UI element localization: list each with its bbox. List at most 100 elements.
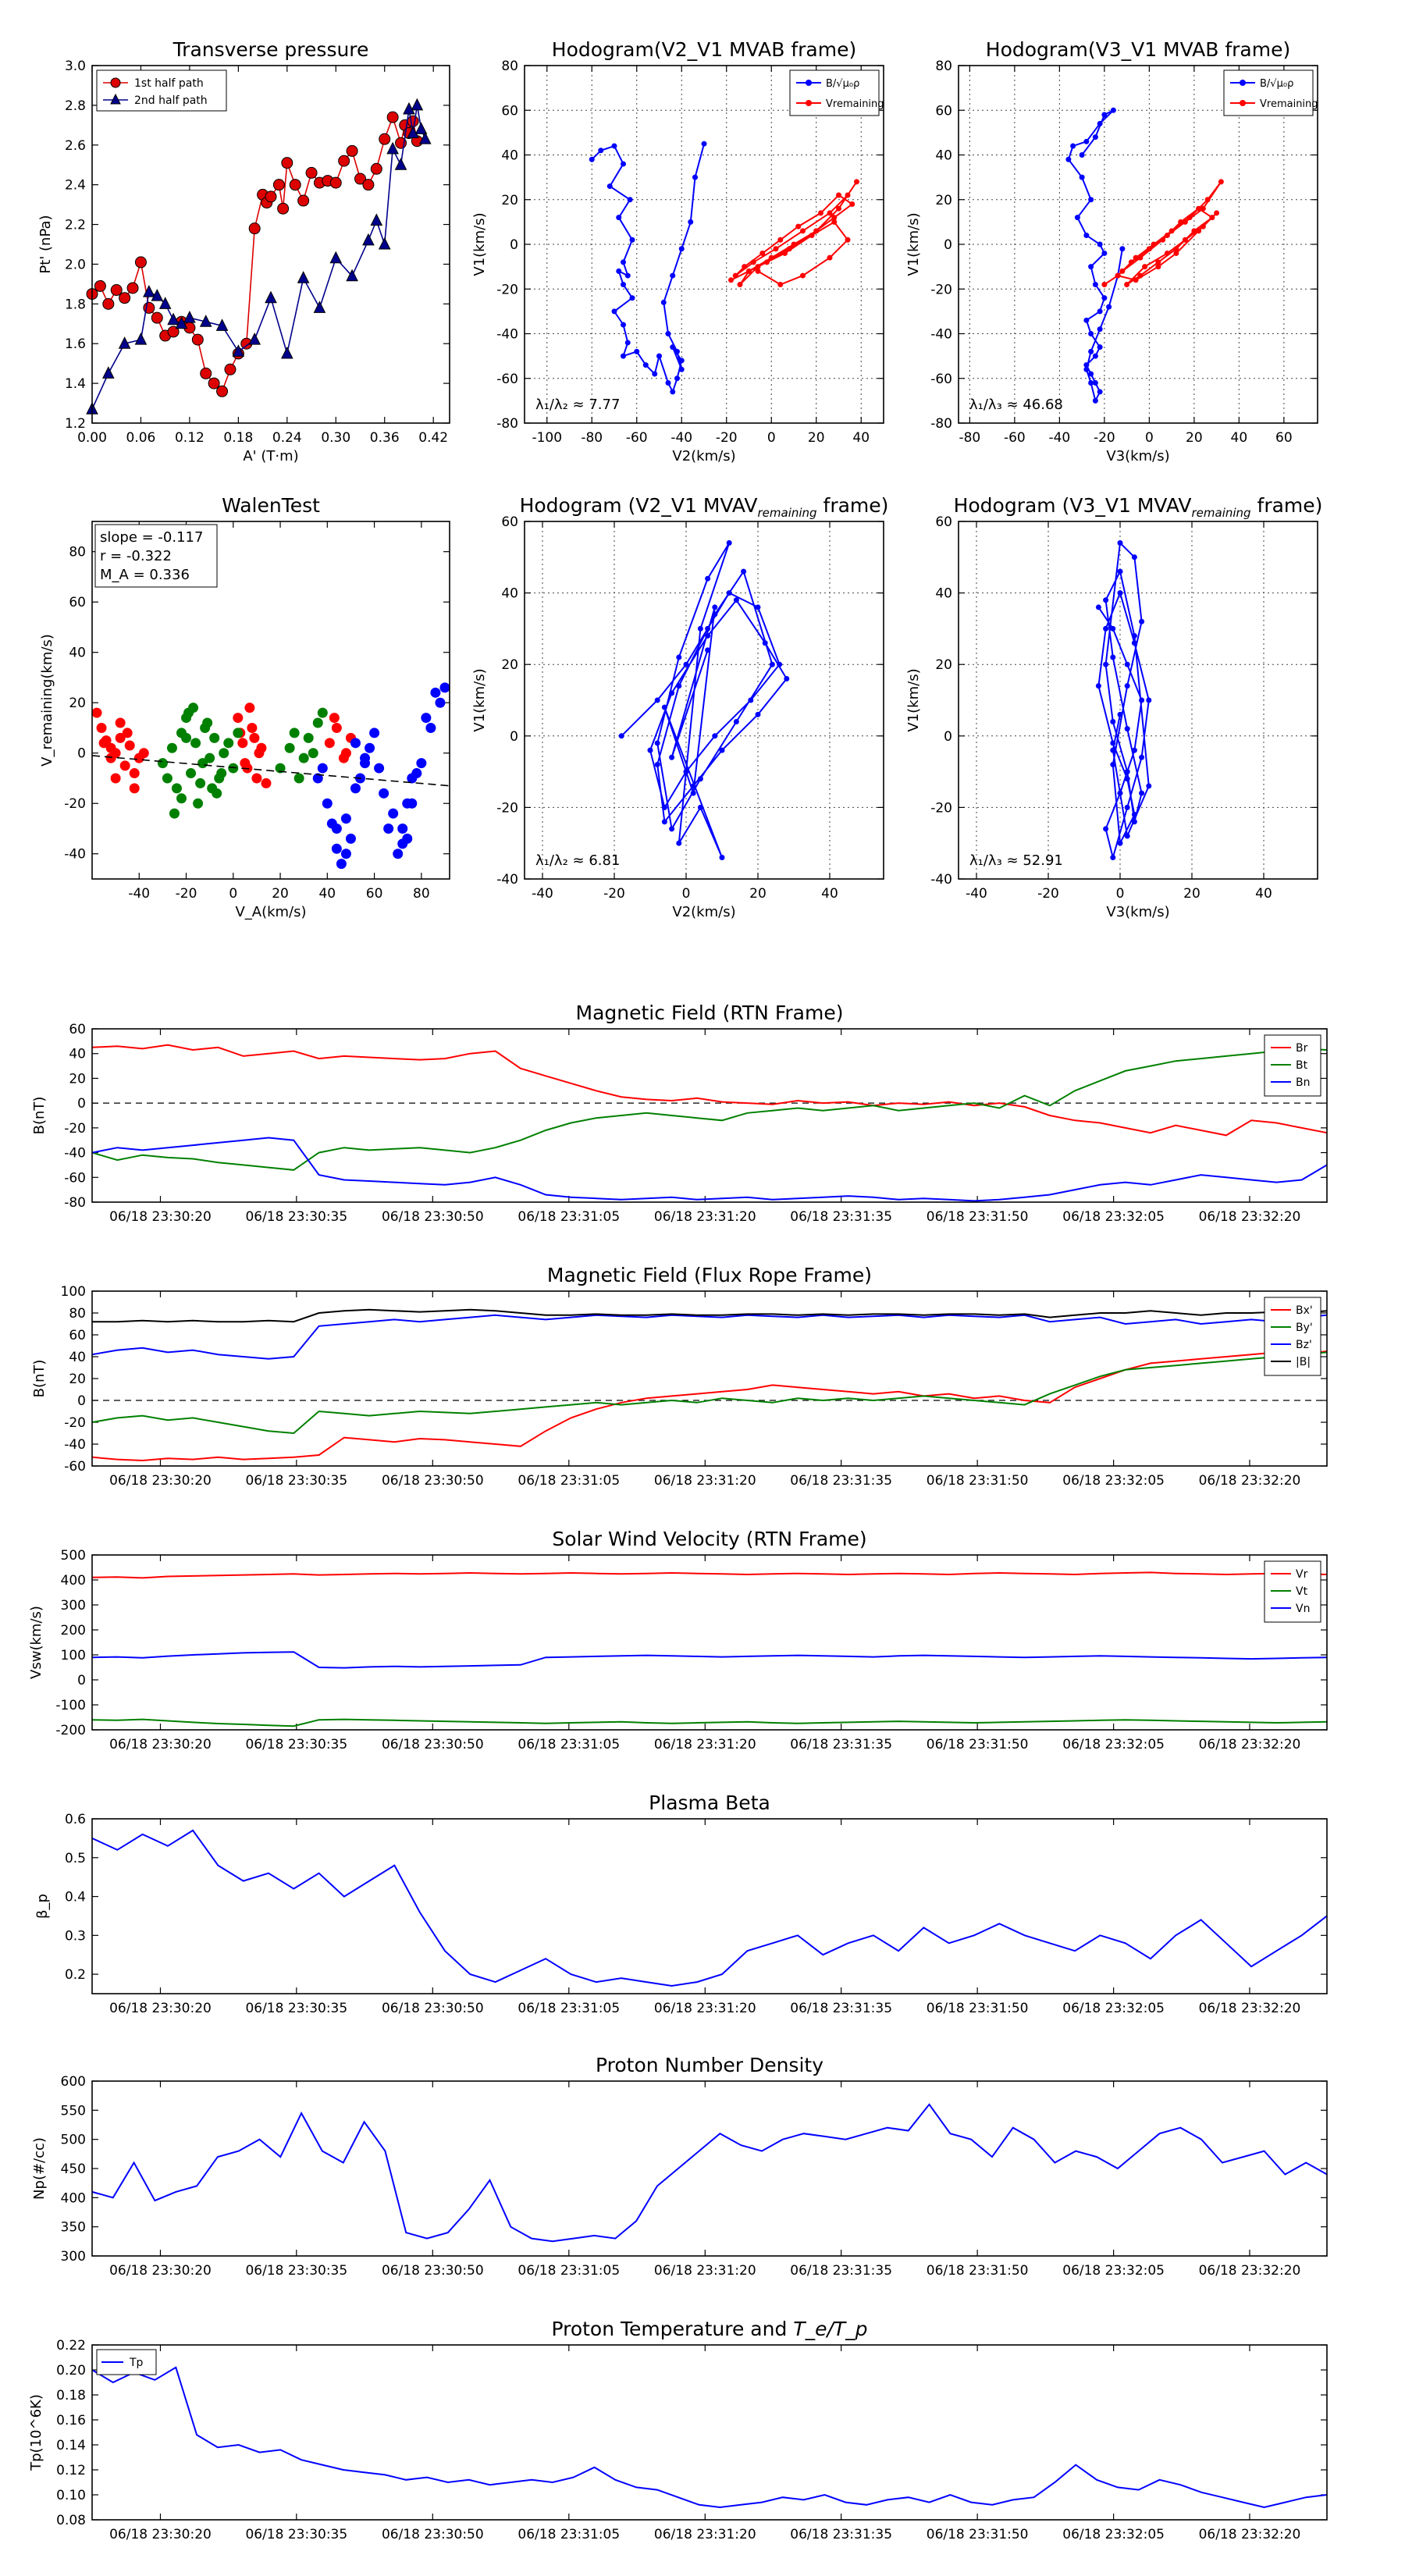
x-tick-label: 06/18 23:31:35	[790, 2263, 892, 2279]
data-point	[215, 318, 229, 331]
data-point	[403, 101, 415, 115]
x-tick-label: 06/18 23:31:05	[518, 1473, 620, 1489]
data-point	[362, 233, 375, 246]
axes-frame	[91, 1818, 1328, 1994]
y-tick-label: -40	[64, 1146, 86, 1162]
y-tick-label: 40	[935, 586, 952, 602]
scatter-point	[340, 849, 351, 859]
stats-box: slope = -0.117 r = -0.322 M_A = 0.336	[94, 524, 218, 588]
x-tick-label: -100	[532, 430, 562, 446]
y-tick-label: 60	[935, 514, 952, 530]
scatter-point	[181, 732, 192, 743]
scatter-point	[115, 732, 126, 743]
legend-box	[789, 69, 880, 116]
vsw-chart: -200 -100 0 100 200 300 400 500 06/18 23:30:20 06…	[28, 1528, 1328, 1752]
y-tick-label: 1.8	[65, 297, 86, 312]
y-tick-label: 0.20	[56, 2363, 86, 2379]
data-point	[854, 179, 859, 185]
hodo4-chart: -40 -20 0 20 40 60 -40 -20 0 20 40 Hodogram (V3_V1 …	[905, 494, 1322, 920]
data-point	[621, 322, 626, 328]
x-tick-label: 06/18 23:30:20	[109, 2001, 212, 2016]
scatter-point	[312, 717, 323, 728]
data-point	[777, 282, 784, 288]
y-tick-label: -20	[64, 1121, 86, 1137]
x-tick-label: 06/18 23:32:20	[1199, 2263, 1301, 2279]
data-point	[1164, 250, 1170, 256]
data-point	[329, 176, 342, 189]
data-point	[407, 115, 419, 127]
scatter-point	[416, 758, 427, 769]
data-point	[836, 205, 841, 212]
data-point	[1124, 833, 1130, 839]
chart-title: Plasma Beta	[649, 1791, 770, 1814]
series-line-0	[621, 542, 788, 858]
density-chart: 300 350 400 450 500 550 600 06/18 23:30:20 06/18…	[31, 2054, 1328, 2279]
data-point	[199, 315, 212, 327]
y-tick-label: -80	[64, 1195, 86, 1211]
scatter-point	[383, 823, 394, 834]
data-point	[733, 718, 739, 724]
data-point	[845, 192, 851, 198]
y-tick-label: -80	[930, 416, 952, 432]
scatter-point	[317, 707, 328, 718]
data-point	[1110, 740, 1116, 746]
data-point	[647, 747, 653, 753]
x-tick-label: 06/18 23:30:50	[382, 1737, 484, 1752]
y-tick-label: 2.2	[65, 218, 86, 233]
stats-frame	[94, 524, 218, 588]
scatter-point	[251, 773, 262, 784]
data-point	[701, 141, 707, 147]
data-point	[1097, 344, 1103, 350]
data-point	[183, 311, 196, 323]
y-tick-label: 0	[77, 746, 86, 762]
data-point	[1088, 264, 1094, 270]
y-tick-label: -40	[64, 847, 86, 863]
x-tick-label: 80	[413, 886, 430, 902]
x-tick-label: 06/18 23:32:20	[1199, 1737, 1301, 1752]
data-point	[1088, 331, 1094, 336]
x-tick-label: 0.36	[370, 430, 400, 446]
y-tick-label: 2.8	[65, 98, 86, 114]
y-tick-label: 40	[501, 148, 518, 164]
x-tick-label: 06/18 23:32:20	[1199, 2001, 1301, 2016]
data-point	[1097, 308, 1103, 315]
data-point	[849, 201, 855, 207]
data-point	[795, 223, 802, 229]
mag_rtn-chart: -80 -60 -40 -20 0 20 40 60 06/18 23:30:20 06/18 2…	[31, 1002, 1328, 1225]
data-point	[272, 179, 285, 191]
y-tick-label: 1.6	[65, 336, 86, 352]
data-point	[831, 215, 838, 221]
y-tick-label: 2.0	[65, 257, 86, 272]
y-tick-label: 0.14	[56, 2438, 86, 2453]
data-point	[755, 268, 761, 274]
scatter-point	[261, 777, 272, 788]
data-point	[624, 272, 631, 279]
legend-label: Vr	[1296, 1568, 1308, 1581]
data-point	[329, 251, 343, 264]
x-tick-label: 40	[318, 886, 336, 902]
scatter-point	[421, 713, 432, 724]
legend-label: By'	[1296, 1322, 1313, 1334]
scatter-point	[223, 738, 234, 749]
data-point	[1119, 246, 1126, 252]
data-point	[845, 237, 851, 243]
x-tick-label: 0	[682, 886, 691, 902]
data-point	[1079, 174, 1085, 180]
y-tick-label: 60	[69, 1022, 86, 1037]
legend: Br Bt Bn	[1264, 1034, 1321, 1097]
scatter-point	[340, 748, 351, 759]
data-point	[746, 268, 752, 274]
x-tick-label: 06/18 23:31:05	[518, 2263, 620, 2279]
data-point	[1214, 210, 1220, 216]
scatter-point	[249, 732, 260, 743]
legend: 1st half path 2nd half path	[96, 69, 227, 112]
data-point	[1139, 754, 1145, 760]
data-point	[1092, 379, 1098, 386]
data-point	[297, 271, 310, 283]
legend-box	[1223, 69, 1314, 116]
x-tick-label: 06/18 23:31:50	[927, 2527, 1029, 2542]
data-point	[167, 312, 180, 326]
x-tick-label: 20	[1183, 886, 1200, 902]
legend-label: Vt	[1296, 1585, 1308, 1598]
hodo3-chart: -40 -20 0 20 40 60 -40 -20 0 20 40 Hodogram (V2_V1 …	[471, 494, 888, 920]
